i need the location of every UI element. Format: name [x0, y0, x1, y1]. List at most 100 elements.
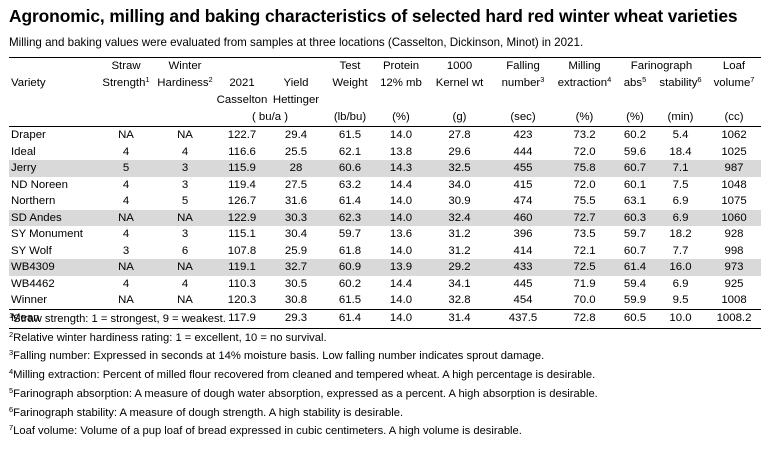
table-cell: 71.9: [573, 277, 596, 290]
variety-name-cell: Draper: [11, 129, 46, 141]
table-cell: 72.0: [573, 145, 596, 158]
header-cell: [493, 92, 553, 109]
table-cell: NA: [98, 259, 154, 276]
header-cell: Hettinger: [272, 93, 320, 106]
mean-cell: 1008.2: [707, 308, 762, 329]
header-cell: [654, 92, 707, 109]
header-cell: [9, 92, 98, 109]
unit-cell: (sec): [493, 108, 553, 127]
variety-name-cell: WB4462: [11, 277, 55, 290]
table-cell: 7.5: [672, 178, 689, 191]
header-cell: Winter: [154, 57, 216, 75]
footnote-number: 5: [9, 385, 14, 395]
table-cell: 6.9: [672, 195, 689, 207]
table-cell: 115.9: [216, 160, 268, 177]
footnote-number: 7: [9, 423, 14, 433]
table-cell: 120.3: [227, 294, 257, 306]
table-cell: 433: [493, 259, 553, 276]
table-cell: 72.7: [553, 209, 616, 226]
table-cell: 6.9: [672, 277, 689, 290]
table-cell: 1062: [721, 129, 747, 141]
footnote-4: 4Milling extraction: Percent of milled f…: [9, 367, 595, 381]
mean-cell: [154, 308, 216, 329]
footnote-text: Relative winter hardiness rating: 1 = ex…: [13, 331, 327, 344]
wheat-varieties-table: Straw Winter Test Protein 1000 Falling M…: [9, 57, 762, 329]
table-row: Northern 4 5 126.7 31.6 61.4 14.0 30.9 474 75.5 63…: [9, 193, 761, 210]
table-cell: 4: [122, 277, 130, 290]
footnote-1: 1Straw strength: 1 = strongest, 9 = weak…: [9, 312, 226, 325]
table-cell: 30.5: [284, 277, 308, 290]
mean-cell: 60.5: [616, 308, 654, 329]
mean-cell: 14.0: [376, 308, 426, 329]
table-cell: 61.8: [338, 244, 362, 257]
table-header: Straw Winter Test Protein 1000 Falling M…: [9, 57, 762, 127]
variety-name-cell: SY Wolf: [11, 244, 52, 257]
table-cell: 60.3: [616, 209, 654, 226]
table-cell: 60.2: [623, 129, 647, 141]
table-cell: 7.1: [654, 160, 708, 177]
variety-name-cell: Winner: [11, 294, 48, 306]
table-cell: 4: [122, 228, 130, 240]
table-cell: 59.7: [338, 228, 362, 240]
table-cell: 4: [122, 145, 130, 158]
table-cell: 63.2: [338, 178, 362, 191]
header-cell: Hardiness2: [154, 75, 216, 92]
footnote-number: 4: [9, 367, 14, 377]
table-cell: 70.0: [573, 294, 596, 306]
table-cell: 29.6: [448, 145, 471, 158]
unit-cell: (%): [553, 108, 616, 127]
header-cell: number3: [493, 75, 553, 92]
table-cell: 4: [122, 195, 130, 207]
table-cell: 1060: [707, 209, 762, 226]
header-cell: stability6: [654, 75, 707, 92]
table-row: SD Andes NA NA 122.9 30.3 62.3 14.0 32.4 460 72.7…: [9, 209, 762, 226]
footnote-number: 6: [9, 404, 14, 414]
table-cell: 30.8: [284, 294, 308, 306]
table-cell: 31.6: [284, 195, 308, 207]
table-cell: 1048: [721, 178, 747, 191]
table-cell: 444: [513, 145, 533, 158]
table-cell: 60.2: [338, 277, 362, 290]
table-cell: 14.0: [389, 129, 413, 141]
mean-cell: 31.4: [426, 308, 493, 329]
table-cell: 18.4: [669, 145, 692, 158]
table-cell: NA: [118, 129, 134, 141]
table-cell: 454: [513, 294, 533, 306]
variety-name-cell: ND Noreen: [11, 178, 68, 191]
footnote-marker: 5: [642, 75, 647, 84]
footnote-text: Falling number: Expressed in seconds at …: [13, 350, 545, 363]
table-cell: NA: [177, 294, 193, 306]
table-cell: 31.2: [448, 244, 471, 257]
table-cell: 30.9: [448, 195, 471, 207]
table-cell: 59.7: [623, 228, 647, 240]
table-cell: 27.5: [284, 178, 308, 191]
table-cell: 29.2: [426, 259, 493, 276]
table-cell: 63.1: [623, 195, 647, 207]
header-cell: 2021: [229, 77, 255, 89]
table-cell: 14.4: [389, 277, 413, 290]
table-cell: 115.1: [228, 228, 256, 240]
table-cell: 59.9: [623, 294, 647, 306]
table-cell: 116.6: [228, 145, 256, 158]
table-cell: 16.0: [654, 259, 708, 276]
table-cell: 13.6: [389, 228, 413, 240]
header-cell: [616, 92, 654, 109]
footnote-text: Loaf volume: Volume of a pup loaf of bre…: [13, 425, 522, 438]
header-cell: extraction4: [553, 75, 616, 92]
footnote-number: 2: [9, 329, 14, 339]
table-cell: 32.8: [448, 294, 471, 306]
table-cell: 460: [493, 209, 553, 226]
table-cell: 28: [268, 160, 324, 177]
variety-name-cell: SY Monument: [11, 228, 83, 240]
header-label: abs: [623, 77, 643, 89]
table-cell: 925: [724, 277, 744, 290]
footnote-marker: 3: [540, 75, 545, 84]
mean-cell: 437.5: [493, 308, 553, 329]
table-cell: 5: [181, 195, 189, 207]
footnote-7: 7Loaf volume: Volume of a pup loaf of br…: [9, 423, 522, 438]
header-cell: [216, 57, 268, 75]
units-row: ( bu/a ) (lb/bu) (%) (g) (sec) (%) (%) (…: [9, 108, 762, 127]
table-cell: 30.4: [284, 228, 308, 240]
table-cell: 59.6: [623, 145, 647, 158]
table-row: SY Monument 4 3 115.1 30.4 59.7 13.6 31.2 396 73.…: [9, 226, 761, 243]
